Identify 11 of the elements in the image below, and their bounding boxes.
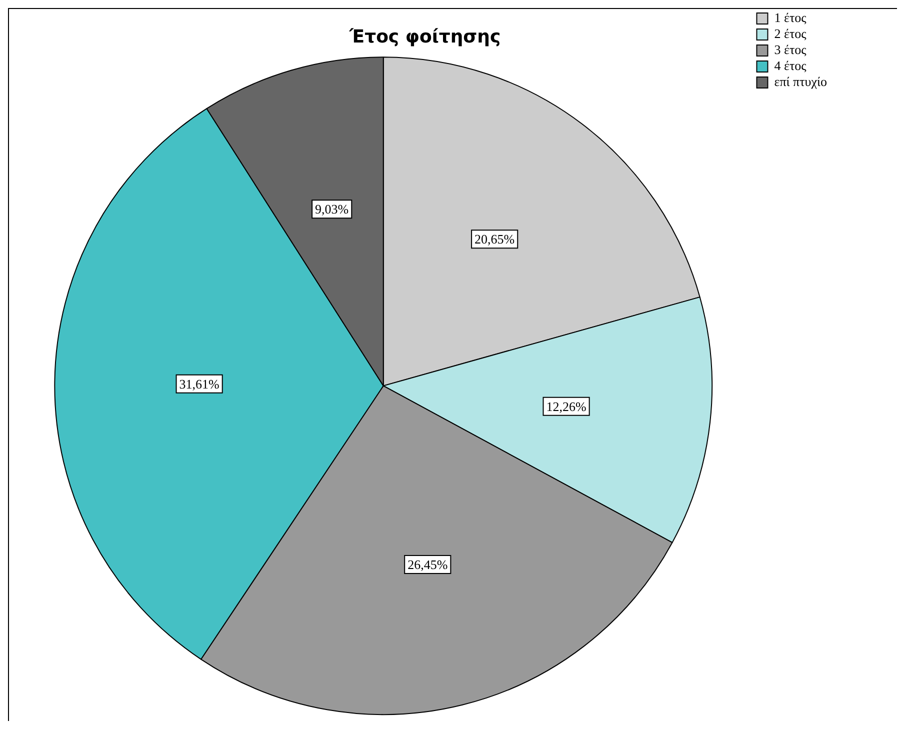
- data-label: 26,45%: [408, 556, 448, 572]
- legend-label: επί πτυχίο: [774, 74, 828, 89]
- legend-label: 4 έτος: [774, 58, 808, 73]
- legend-label: 3 έτος: [774, 42, 808, 57]
- legend-label: 1 έτος: [774, 10, 808, 25]
- text: Έτος φοίτησης: [348, 26, 501, 48]
- data-label: 31,61%: [179, 376, 220, 392]
- data-label: 12,26%: [546, 398, 586, 414]
- data-label: 9,03%: [315, 202, 349, 217]
- legend-label: 2 έτος: [774, 26, 808, 41]
- data-label: 20,65%: [474, 232, 515, 247]
